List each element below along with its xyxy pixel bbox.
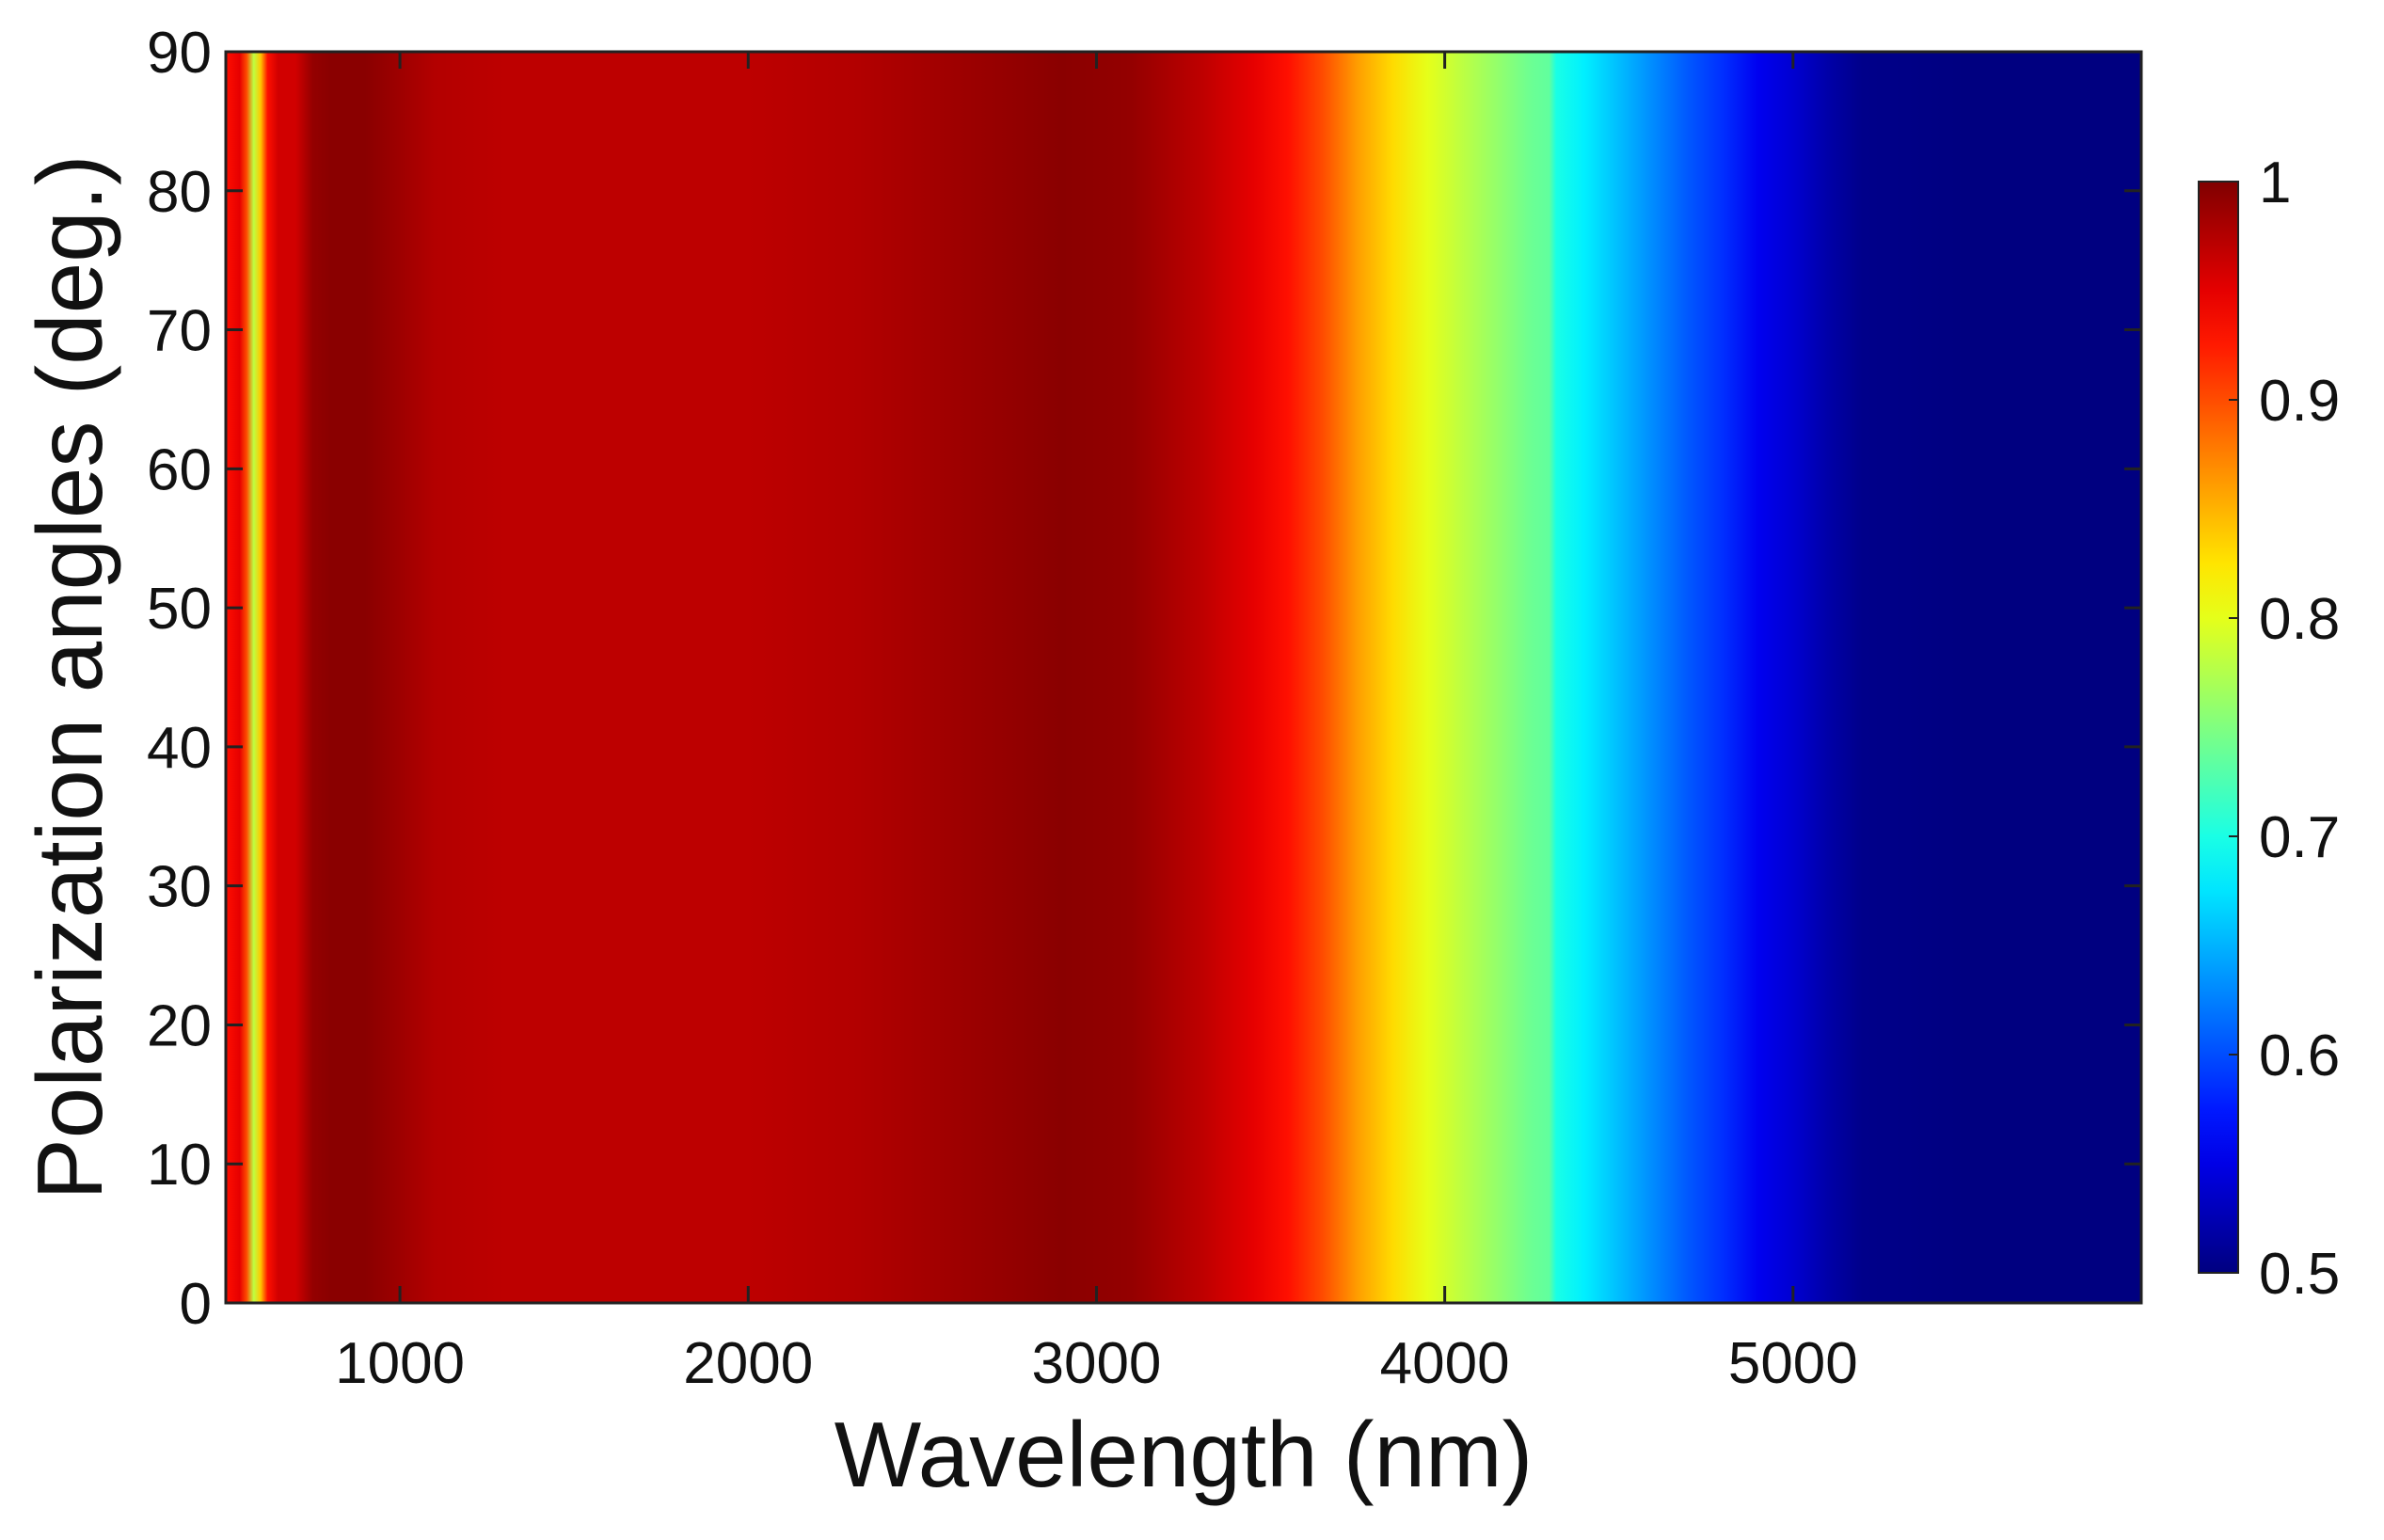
x-tick-label: 1000 [335,1331,465,1396]
y-tick-label: 80 [147,160,212,225]
plot-area [226,52,2141,1303]
y-axis-title: Polarization angles (deg.) [18,154,121,1199]
x-tick-label: 5000 [1728,1331,1858,1396]
y-tick-label: 50 [147,577,212,642]
colorbar-axis: 0.5 0.6 0.7 0.8 0.9 1 [2229,151,2340,1307]
y-tick-label: 0 [180,1272,212,1337]
x-tick-label: 3000 [1031,1331,1161,1396]
colorbar [2198,181,2239,1274]
y-tick-label: 90 [147,21,212,86]
y-tick-label: 70 [147,299,212,364]
y-tick-label: 10 [147,1133,212,1198]
colorbar-tick-label: 0.8 [2259,587,2340,652]
colorbar-tick-label: 0.6 [2259,1024,2340,1088]
colorbar-tick-label: 0.5 [2259,1242,2340,1307]
colorbar-tick-label: 0.9 [2259,369,2340,434]
plot-frame [224,50,2143,1305]
x-axis-title: Wavelength (nm) [834,1403,1534,1506]
colorbar-tick-label: 0.7 [2259,805,2340,870]
y-tick-label: 20 [147,993,212,1058]
x-axis: 1000 2000 3000 4000 5000 [335,52,1858,1396]
y-tick-label: 40 [147,716,212,781]
y-axis: 0 10 20 30 40 50 60 70 80 90 [147,21,2141,1337]
x-tick-label: 4000 [1380,1331,1510,1396]
x-tick-label: 2000 [683,1331,813,1396]
colorbar-tick-label: 1 [2259,151,2291,215]
y-tick-label: 30 [147,855,212,920]
y-tick-label: 60 [147,437,212,502]
